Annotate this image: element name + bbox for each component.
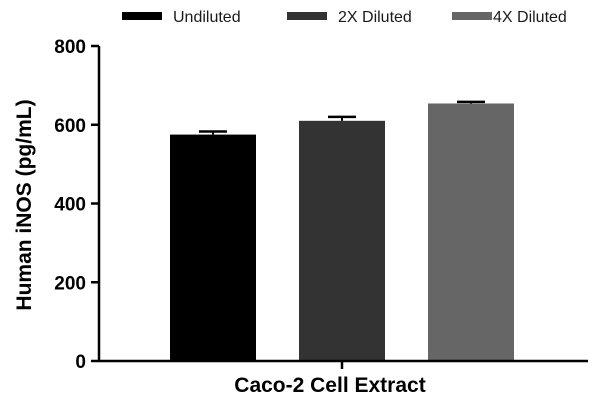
legend-label: 2X Diluted <box>338 9 412 26</box>
error-bars <box>199 100 485 135</box>
y-tick-label: 0 <box>75 352 86 373</box>
legend-label: Undiluted <box>173 9 241 26</box>
y-tick-label: 200 <box>54 273 86 294</box>
y-axis-title: Human iNOS (pg/mL) <box>13 99 36 310</box>
bar <box>428 103 514 362</box>
legend-swatch <box>452 12 492 20</box>
y-tick-label: 600 <box>54 116 86 137</box>
x-axis-title: Caco-2 Cell Extract <box>234 374 425 397</box>
y-axis: 0 200 400 600 800 <box>54 37 101 373</box>
legend-swatch <box>287 12 327 20</box>
bars <box>170 103 514 362</box>
legend-swatch <box>122 12 162 20</box>
x-axis <box>99 359 588 369</box>
y-tick-label: 800 <box>54 37 86 58</box>
y-tick-label: 400 <box>54 195 86 216</box>
legend-label: 4X Diluted <box>493 9 567 26</box>
bar <box>299 120 385 361</box>
bar <box>170 134 256 361</box>
legend: Undiluted 2X Diluted 4X Diluted <box>122 9 567 26</box>
